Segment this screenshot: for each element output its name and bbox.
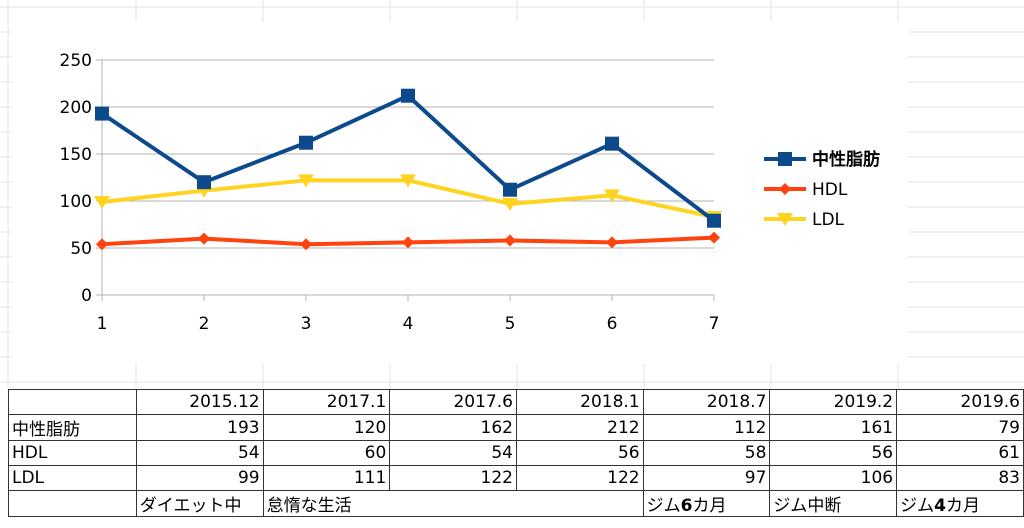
legend: 中性脂肪 HDL LDL <box>764 149 880 230</box>
data-point <box>298 174 314 188</box>
row-label-cell[interactable]: HDL <box>8 440 137 466</box>
value-cell[interactable]: 54 <box>135 440 264 466</box>
note-gym-6-months[interactable]: ジム6カ月 <box>642 490 771 517</box>
legend-label: LDL <box>812 210 845 230</box>
data-point <box>708 231 720 244</box>
y-tick-label: 150 <box>60 145 92 165</box>
date-cell[interactable]: 2017.1 <box>262 389 391 415</box>
note-gym4-post: カ月 <box>945 496 980 516</box>
date-cell[interactable]: 2018.7 <box>642 389 771 415</box>
legend-label: 中性脂肪 <box>812 149 880 170</box>
date-cell[interactable]: 2019.2 <box>769 389 898 415</box>
note-gym6-post: カ月 <box>692 496 727 516</box>
data-point <box>300 238 312 251</box>
row-label-cell[interactable]: 中性脂肪 <box>8 414 137 441</box>
x-tick-label: 1 <box>97 314 108 334</box>
x-tick-label: 5 <box>505 314 516 334</box>
data-point <box>604 189 620 203</box>
data-point <box>707 213 721 228</box>
value-cell[interactable]: 56 <box>769 440 898 466</box>
data-point <box>299 135 313 150</box>
data-point <box>96 238 108 251</box>
value-cell[interactable]: 111 <box>262 465 391 491</box>
table-row-ldl: LDL 99 111 122 122 97 106 83 <box>8 465 1024 491</box>
table-row-notes: ダイエット中 怠惰な生活 ジム6カ月 ジム中断 ジム4カ月 <box>8 490 1024 517</box>
y-tick-label: 250 <box>60 51 92 71</box>
value-cell[interactable]: 193 <box>135 414 264 441</box>
value-cell[interactable]: 56 <box>515 440 644 466</box>
series-line <box>100 93 716 223</box>
chart-area: 0 50 100 150 200 250 1 2 3 4 5 6 7 中性脂肪 HDL LDL <box>12 22 908 364</box>
x-tick-label: 2 <box>199 314 210 334</box>
note-gym-4-months[interactable]: ジム4カ月 <box>896 490 1024 517</box>
x-tick-label: 3 <box>301 314 312 334</box>
date-cell[interactable]: 2019.6 <box>896 389 1024 415</box>
value-cell[interactable]: 61 <box>896 440 1024 466</box>
legend-label: HDL <box>812 180 848 200</box>
data-point <box>503 182 517 197</box>
data-point <box>502 197 518 211</box>
data-point <box>401 88 415 103</box>
legend-swatch-marker <box>779 183 791 195</box>
x-tick-label: 4 <box>403 314 414 334</box>
data-point <box>197 175 211 190</box>
value-cell[interactable]: 122 <box>389 465 517 491</box>
data-point <box>198 232 210 245</box>
value-cell[interactable]: 162 <box>389 414 517 441</box>
x-tick-label: 7 <box>709 314 720 334</box>
value-cell[interactable]: 120 <box>262 414 391 441</box>
data-table: 2015.12 2017.1 2017.6 2018.1 2018.7 2019… <box>8 389 1024 517</box>
note-gym4-num: 4 <box>934 496 946 516</box>
note-lazy[interactable]: 怠惰な生活 <box>262 490 644 517</box>
table-row-hdl: HDL 54 60 54 56 58 56 61 <box>8 440 1024 466</box>
note-gym4-pre: ジム <box>900 496 935 516</box>
legend-swatch-marker <box>778 152 792 166</box>
data-point <box>504 234 516 247</box>
value-cell[interactable]: 212 <box>515 414 644 441</box>
value-cell[interactable]: 112 <box>642 414 771 441</box>
note-gym6-pre: ジム <box>646 496 681 516</box>
row-label-cell[interactable]: LDL <box>8 465 137 491</box>
data-point <box>606 236 618 249</box>
y-tick-label: 200 <box>60 98 92 118</box>
data-point <box>95 106 109 121</box>
value-cell[interactable]: 83 <box>896 465 1024 491</box>
data-point <box>94 195 110 209</box>
series-0 <box>95 88 721 228</box>
y-tick-label: 50 <box>70 239 92 259</box>
y-tick-label: 0 <box>81 286 92 306</box>
line-chart: 0 50 100 150 200 250 1 2 3 4 5 6 7 中性脂肪 HDL LDL <box>60 51 880 334</box>
value-cell[interactable]: 99 <box>135 465 264 491</box>
data-point <box>400 174 416 188</box>
table-header-row: 2015.12 2017.1 2017.6 2018.1 2018.7 2019… <box>8 389 1024 415</box>
value-cell[interactable]: 58 <box>642 440 771 466</box>
note-gym6-num: 6 <box>680 496 693 516</box>
value-cell[interactable]: 122 <box>515 465 644 491</box>
value-cell[interactable]: 54 <box>389 440 517 466</box>
value-cell[interactable]: 97 <box>642 465 771 491</box>
y-tick-label: 100 <box>60 192 92 212</box>
value-cell[interactable]: 79 <box>896 414 1024 441</box>
note-diet[interactable]: ダイエット中 <box>135 490 264 517</box>
date-cell[interactable]: 2017.6 <box>389 389 517 415</box>
legend-swatch-marker <box>777 213 793 226</box>
value-cell[interactable]: 60 <box>262 440 391 466</box>
table-corner-cell[interactable] <box>8 389 137 415</box>
date-cell[interactable]: 2018.1 <box>515 389 644 415</box>
series-2 <box>94 174 722 224</box>
note-gym-pause[interactable]: ジム中断 <box>769 490 898 517</box>
x-tick-label: 6 <box>607 314 618 334</box>
series-1 <box>96 231 720 251</box>
value-cell[interactable]: 106 <box>769 465 898 491</box>
data-point <box>605 136 619 151</box>
value-cell[interactable]: 161 <box>769 414 898 441</box>
table-row-triglyceride: 中性脂肪 193 120 162 212 112 161 79 <box>8 414 1024 441</box>
data-point <box>402 236 414 249</box>
notes-blank-cell[interactable] <box>8 490 137 517</box>
date-cell[interactable]: 2015.12 <box>135 389 264 415</box>
